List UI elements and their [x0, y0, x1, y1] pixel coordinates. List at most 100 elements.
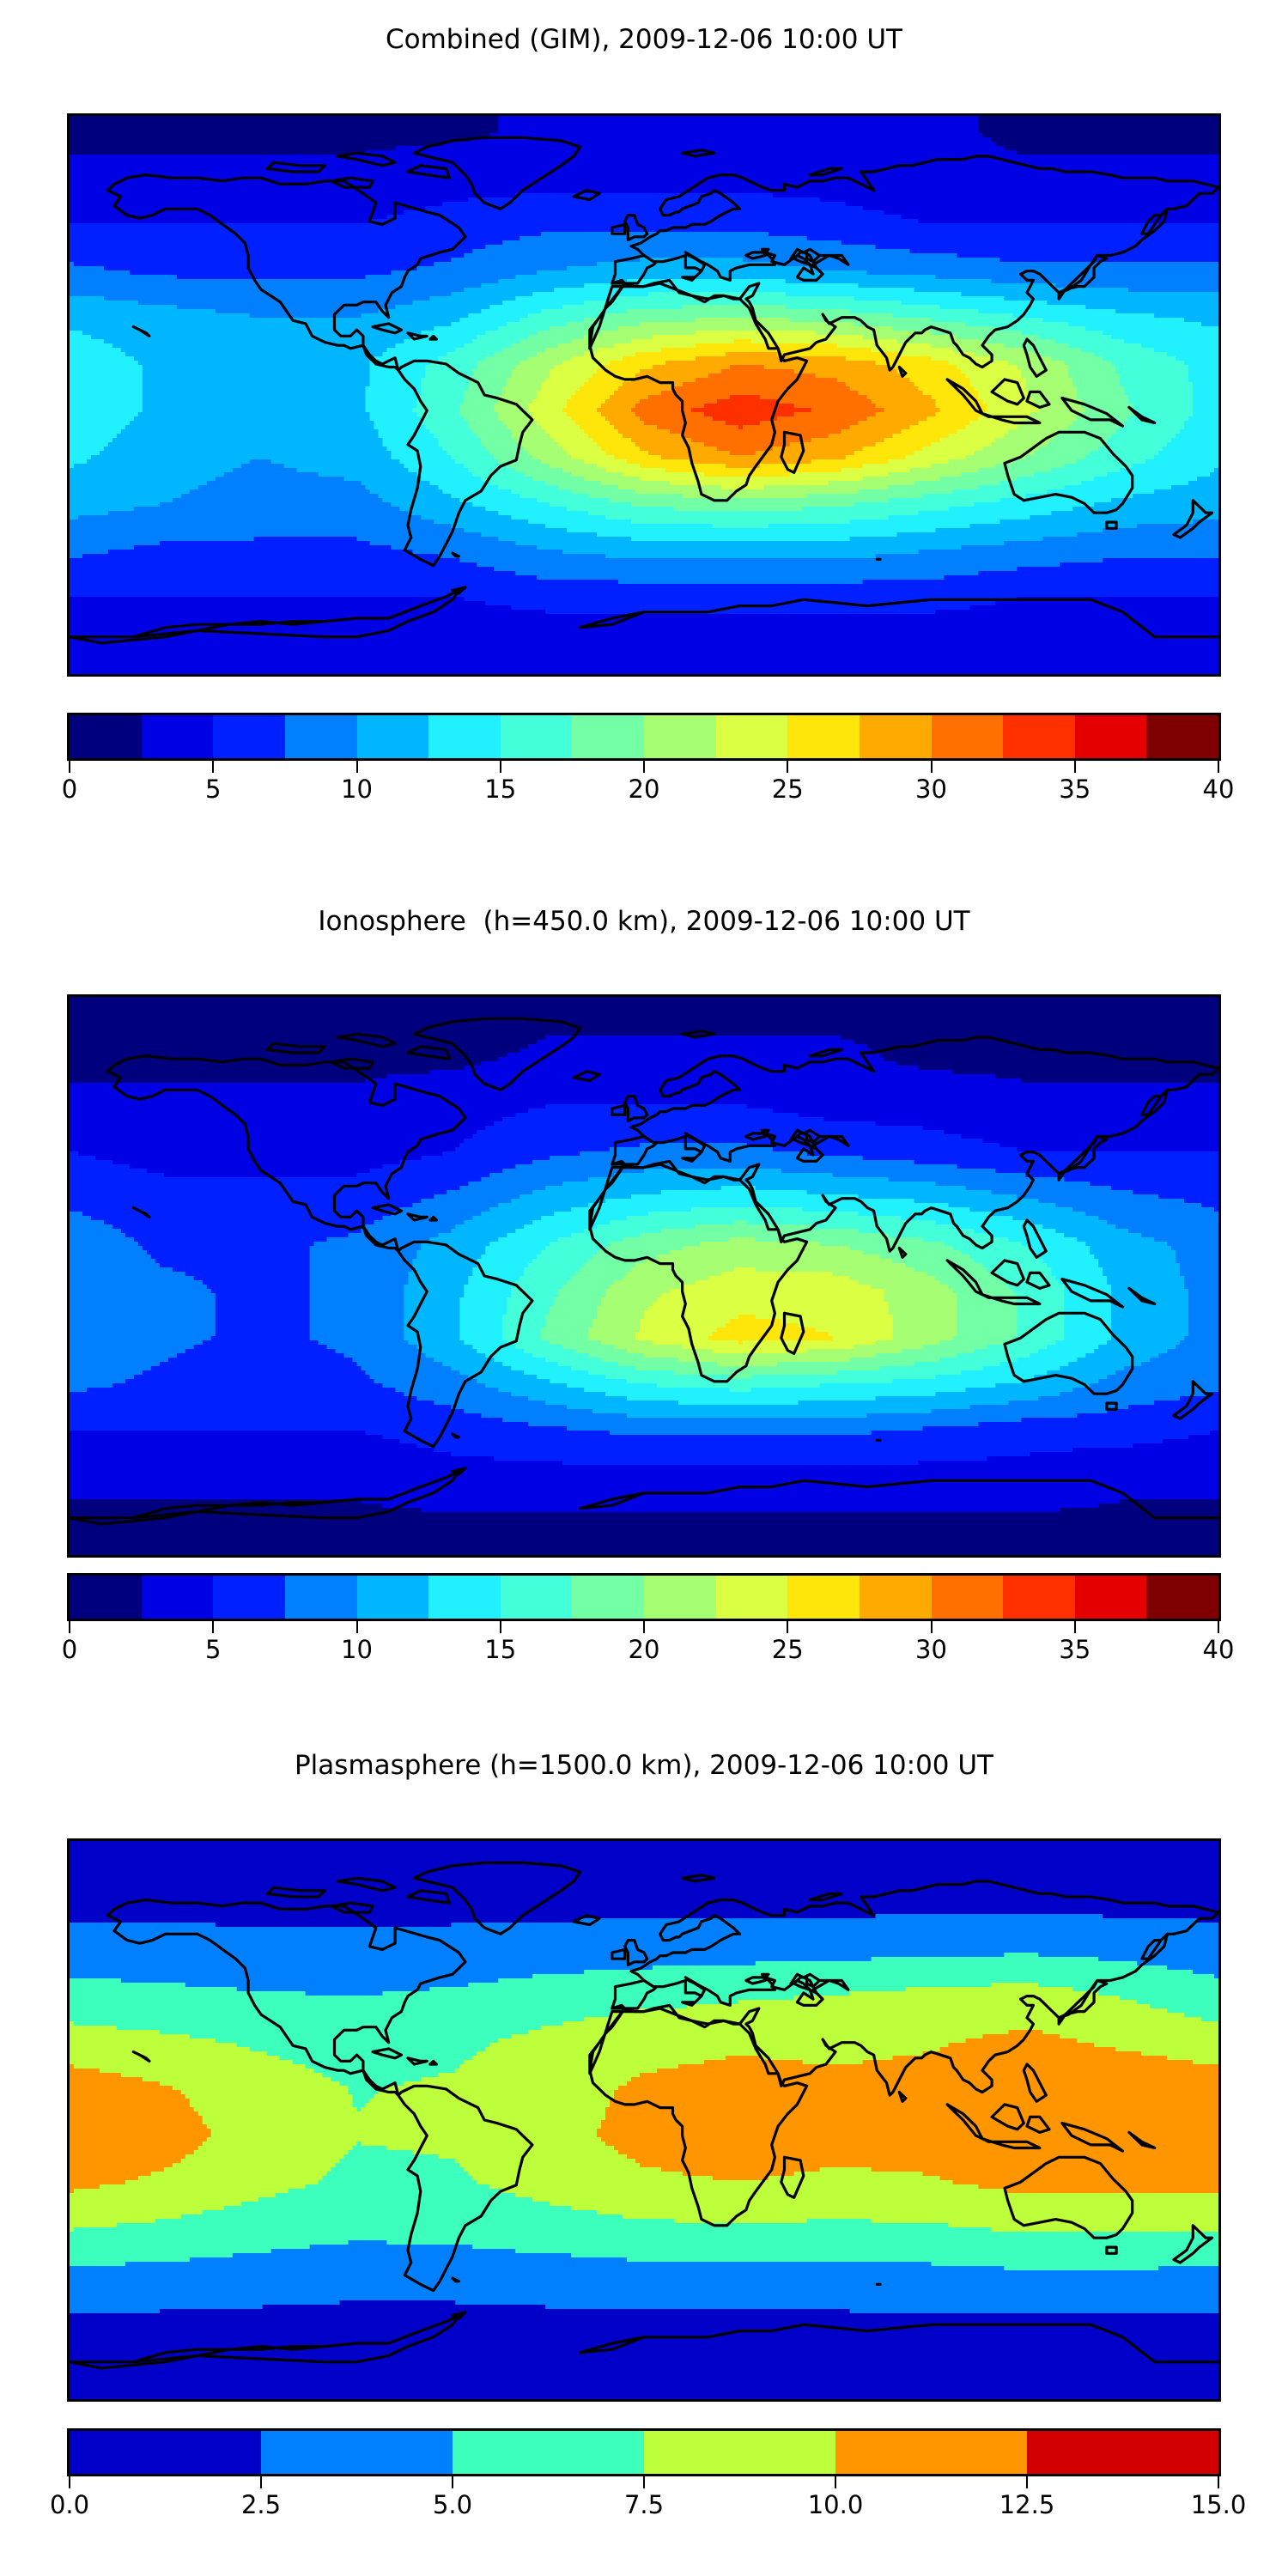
coastlines: [70, 1861, 1218, 2370]
map-ionosphere: [67, 994, 1221, 1558]
colorbar-band: [787, 715, 860, 758]
colorbar-tick: [930, 761, 933, 773]
colorbar-tick: [212, 761, 215, 773]
colorbar-band: [931, 715, 1004, 758]
colorbar-band: [70, 715, 142, 758]
colorbar-labels-plasmasphere: 0.0 2.5 5.0 7.5 10.0 12.5 15.0: [50, 2488, 1246, 2526]
colorbar-tick: [1218, 1621, 1219, 1633]
colorbar-tick: [499, 1621, 501, 1633]
colorbar-ionosphere: 0 5 10 15 20 25 30 35 40: [62, 1573, 1235, 1671]
panel-title-ionosphere: Ionosphere (h=450.0 km), 2009-12-06 10:0…: [318, 906, 970, 937]
colorbar-tick: [643, 2476, 645, 2488]
colorbar-tick-label: 0.0: [49, 2490, 90, 2519]
colorbar-tick-label: 0: [61, 775, 78, 804]
colorbar-band: [500, 1576, 573, 1619]
colorbar-band: [1074, 715, 1147, 758]
colorbar-band: [284, 715, 357, 758]
map-canvas: [70, 116, 1218, 674]
coastlines: [70, 136, 1218, 645]
colorbar-ticks-plasmasphere: [67, 2476, 1221, 2488]
colorbar-strip-ionosphere: [67, 1573, 1221, 1621]
colorbar-tick-label: 7.5: [623, 2490, 665, 2519]
colorbar-tick-label: 10: [341, 1635, 373, 1664]
colorbar-tick: [69, 761, 70, 773]
colorbar-tick: [643, 1621, 645, 1633]
colorbar-tick: [1073, 1621, 1076, 1633]
colorbar-tick: [643, 761, 645, 773]
colorbar-strip-combined-gim: [67, 713, 1221, 761]
colorbar-tick-label: 20: [628, 775, 660, 804]
colorbar-band: [644, 2431, 835, 2474]
colorbar-tick-label: 10: [341, 775, 373, 804]
colorbar-band: [500, 715, 573, 758]
colorbar-tick-label: 5: [205, 1635, 222, 1664]
colorbar-band: [859, 1576, 932, 1619]
colorbar-band: [1027, 2431, 1218, 2474]
colorbar-band: [428, 1576, 501, 1619]
colorbar-tick: [260, 2476, 262, 2488]
colorbar-band: [284, 1576, 357, 1619]
colorbar-tick: [787, 761, 789, 773]
colorbar-tick-label: 25: [771, 1635, 804, 1664]
colorbar-tick-label: 5: [205, 775, 222, 804]
colorbar-combined-gim: 0 5 10 15 20 25 30 35 40: [62, 713, 1235, 811]
colorbar-tick-label: 0: [61, 1635, 78, 1664]
colorbar-band: [1003, 1576, 1075, 1619]
colorbar-band: [70, 1576, 142, 1619]
colorbar-band: [1146, 715, 1218, 758]
colorbar-tick-label: 30: [915, 1635, 947, 1664]
colorbar-labels-ionosphere: 0 5 10 15 20 25 30 35 40: [62, 1633, 1235, 1671]
colorbar-tick-label: 15: [484, 775, 517, 804]
colorbar-tick-label: 20: [628, 1635, 660, 1664]
colorbar-band: [715, 715, 788, 758]
panel-ionosphere: Ionosphere (h=450.0 km), 2009-12-06 10:0…: [0, 867, 1288, 1726]
colorbar-tick-label: 25: [771, 775, 804, 804]
colorbar-tick-label: 35: [1059, 1635, 1091, 1664]
colorbar-tick-label: 12.5: [999, 2490, 1055, 2519]
colorbar-tick: [212, 1621, 215, 1633]
colorbar-tick: [499, 761, 501, 773]
colorbar-band: [356, 715, 429, 758]
colorbar-labels-combined-gim: 0 5 10 15 20 25 30 35 40: [62, 773, 1235, 811]
colorbar-tick: [930, 1621, 933, 1633]
colorbar-band: [141, 715, 214, 758]
colorbar-band: [213, 1576, 285, 1619]
colorbar-tick-label: 40: [1202, 1635, 1235, 1664]
colorbar-plasmasphere: 0.0 2.5 5.0 7.5 10.0 12.5 15.0: [50, 2428, 1246, 2526]
map-combined-gim: [67, 113, 1221, 677]
colorbar-band: [715, 1576, 788, 1619]
coastlines: [70, 1017, 1218, 1526]
colorbar-band: [356, 1576, 429, 1619]
colorbar-band: [572, 1576, 644, 1619]
colorbar-tick: [1218, 2476, 1219, 2488]
colorbar-tick-label: 2.5: [240, 2490, 282, 2519]
colorbar-band: [572, 715, 644, 758]
colorbar-band: [644, 1576, 716, 1619]
panel-title-plasmasphere: Plasmasphere (h=1500.0 km), 2009-12-06 1…: [294, 1750, 993, 1781]
colorbar-tick: [355, 761, 358, 773]
colorbar-band: [1074, 1576, 1147, 1619]
colorbar-tick: [1026, 2476, 1028, 2488]
colorbar-tick-label: 15: [484, 1635, 517, 1664]
colorbar-band: [213, 715, 285, 758]
colorbar-tick-label: 40: [1202, 775, 1235, 804]
colorbar-band: [1146, 1576, 1218, 1619]
panel-combined-gim: Combined (GIM), 2009-12-06 10:00 UT 0 5 10…: [0, 0, 1288, 867]
colorbar-ticks-combined-gim: [67, 761, 1221, 773]
colorbar-band: [453, 2431, 644, 2474]
colorbar-tick: [835, 2476, 836, 2488]
colorbar-tick-label: 30: [915, 775, 947, 804]
colorbar-tick-label: 5.0: [432, 2490, 473, 2519]
colorbar-tick: [787, 1621, 789, 1633]
colorbar-band: [70, 2431, 261, 2474]
colorbar-tick: [1073, 761, 1076, 773]
colorbar-band: [835, 2431, 1027, 2474]
colorbar-band: [261, 2431, 453, 2474]
colorbar-band: [787, 1576, 860, 1619]
map-canvas: [70, 997, 1218, 1555]
panel-plasmasphere: Plasmasphere (h=1500.0 km), 2009-12-06 1…: [0, 1726, 1288, 2576]
colorbar-tick: [355, 1621, 358, 1633]
colorbar-band: [644, 715, 716, 758]
colorbar-band: [141, 1576, 214, 1619]
